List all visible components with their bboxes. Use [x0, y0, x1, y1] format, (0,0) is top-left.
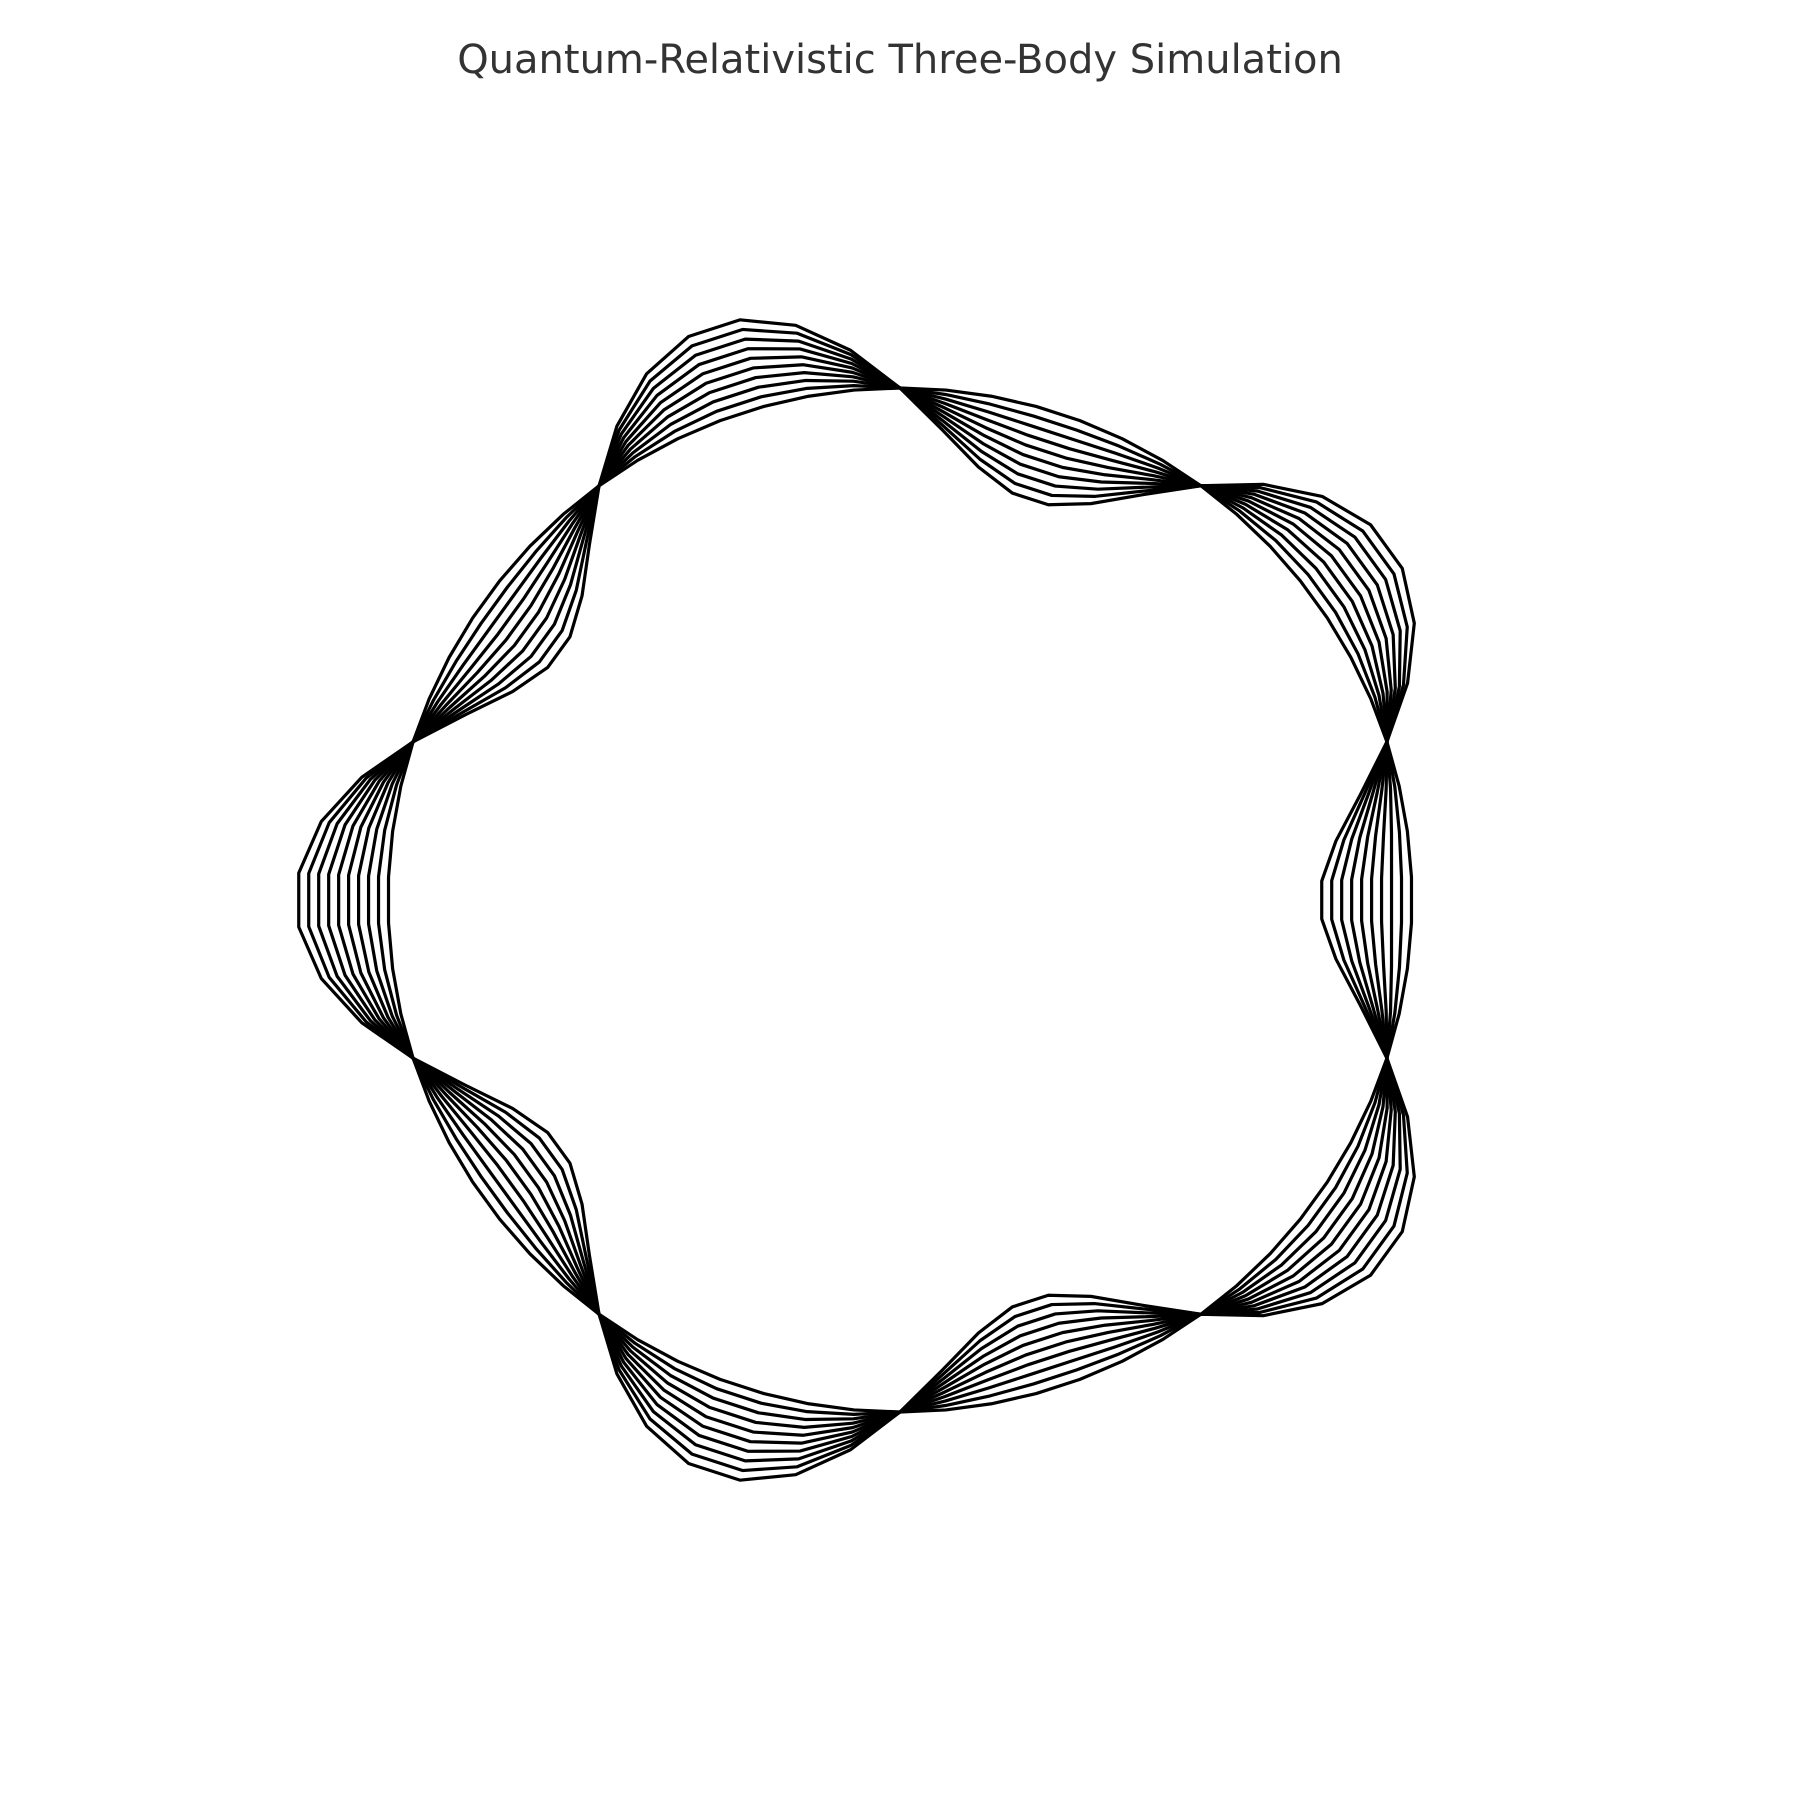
trajectory-line-2 [376, 384, 1404, 1416]
trajectory-line-8 [317, 337, 1402, 1463]
trajectory-line-1 [386, 386, 1414, 1414]
trajectory-line-4 [357, 371, 1389, 1430]
orbit-trajectories [297, 318, 1416, 1482]
trajectory-line-3 [366, 378, 1394, 1422]
trajectory-line-5 [347, 363, 1389, 1437]
trajectory-line-10 [297, 318, 1416, 1482]
trajectory-line-6 [337, 355, 1393, 1445]
figure-title: Quantum-Relativistic Three-Body Simulati… [457, 37, 1343, 83]
